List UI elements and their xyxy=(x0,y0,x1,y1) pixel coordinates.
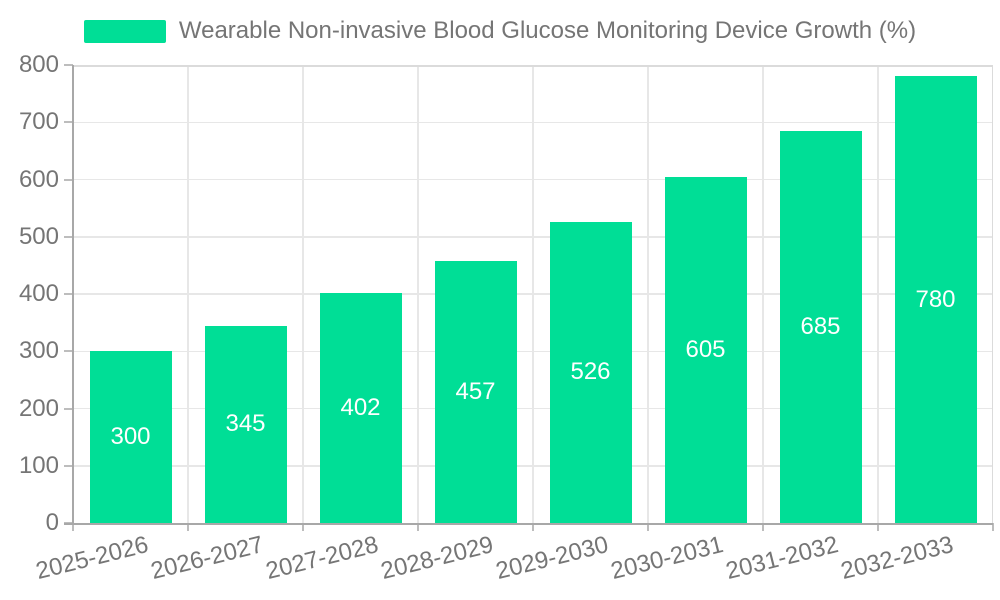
y-axis-tick-label: 700 xyxy=(18,108,59,136)
y-axis-tick xyxy=(64,350,73,353)
bar-value-label: 300 xyxy=(110,423,151,451)
x-axis-tick xyxy=(877,523,879,531)
vertical-gridline xyxy=(187,65,189,523)
chart-legend: Wearable Non-invasive Blood Glucose Moni… xyxy=(0,17,1000,45)
y-axis-tick xyxy=(64,178,73,181)
plot-area: 0 100 200 300 400 500 600 700 800 300 2025-2026 345… xyxy=(19,53,994,585)
y-axis-tick-label: 800 xyxy=(18,51,59,78)
x-axis-line xyxy=(64,523,993,525)
y-axis-tick-label: 200 xyxy=(18,394,59,422)
bar-value-label: 402 xyxy=(340,393,381,421)
vertical-gridline xyxy=(417,65,419,523)
y-axis-line xyxy=(72,65,74,523)
x-axis-label: 2026-2027 xyxy=(147,531,266,585)
bar-value-label: 345 xyxy=(225,410,266,438)
bar[interactable]: 457 xyxy=(434,261,517,523)
y-axis-tick xyxy=(64,293,73,295)
bar[interactable]: 685 xyxy=(779,130,862,523)
x-axis-label: 2025-2026 xyxy=(32,531,151,585)
legend-item[interactable]: Wearable Non-invasive Blood Glucose Moni… xyxy=(83,17,917,45)
y-axis-tick xyxy=(64,464,73,467)
bar-value-label: 685 xyxy=(800,312,841,340)
y-axis-tick xyxy=(64,121,73,124)
vertical-gridline xyxy=(302,65,304,523)
legend-label: Wearable Non-invasive Blood Glucose Moni… xyxy=(178,17,917,44)
x-axis-label: 2030-2031 xyxy=(607,531,726,585)
y-axis-tick-label: 300 xyxy=(18,337,59,365)
x-axis-tick xyxy=(992,523,994,531)
bar[interactable]: 402 xyxy=(319,292,402,523)
y-axis-tick xyxy=(64,235,73,238)
x-axis-tick xyxy=(762,523,764,531)
vertical-gridline xyxy=(877,65,879,523)
bar[interactable]: 345 xyxy=(204,325,287,523)
x-axis-tick xyxy=(417,523,419,531)
y-axis-tick-label: 100 xyxy=(18,451,59,479)
bar[interactable]: 605 xyxy=(664,176,747,523)
bar[interactable]: 526 xyxy=(549,221,632,523)
bar-value-label: 780 xyxy=(915,285,956,313)
y-axis-tick-label: 0 xyxy=(45,509,59,536)
x-axis-label: 2029-2030 xyxy=(492,531,611,585)
y-axis-tick-label: 500 xyxy=(18,222,59,250)
bar-value-label: 526 xyxy=(570,358,611,386)
y-axis-tick xyxy=(64,64,73,66)
x-axis-label: 2032-2033 xyxy=(837,531,956,585)
y-axis-tick-label: 600 xyxy=(18,165,59,193)
vertical-gridline xyxy=(647,65,649,523)
bar[interactable]: 780 xyxy=(894,76,977,523)
x-axis-tick xyxy=(302,523,304,531)
bar-value-label: 605 xyxy=(685,335,726,363)
x-axis-tick xyxy=(647,523,649,531)
vertical-gridline xyxy=(532,65,534,523)
legend-swatch-icon xyxy=(83,19,166,43)
x-axis-label: 2027-2028 xyxy=(262,531,381,585)
x-axis-label: 2028-2029 xyxy=(377,531,496,585)
bar-value-label: 457 xyxy=(455,378,496,406)
y-axis-tick-label: 400 xyxy=(18,280,59,307)
y-axis-tick xyxy=(64,407,73,410)
x-axis-tick xyxy=(72,523,74,531)
x-axis-tick xyxy=(187,523,189,531)
vertical-gridline xyxy=(762,65,764,523)
plot-border-right xyxy=(991,65,993,523)
x-axis-label: 2031-2032 xyxy=(722,531,841,585)
x-axis-tick xyxy=(532,523,534,531)
plot-border-top xyxy=(73,65,993,67)
bar[interactable]: 300 xyxy=(89,351,172,523)
